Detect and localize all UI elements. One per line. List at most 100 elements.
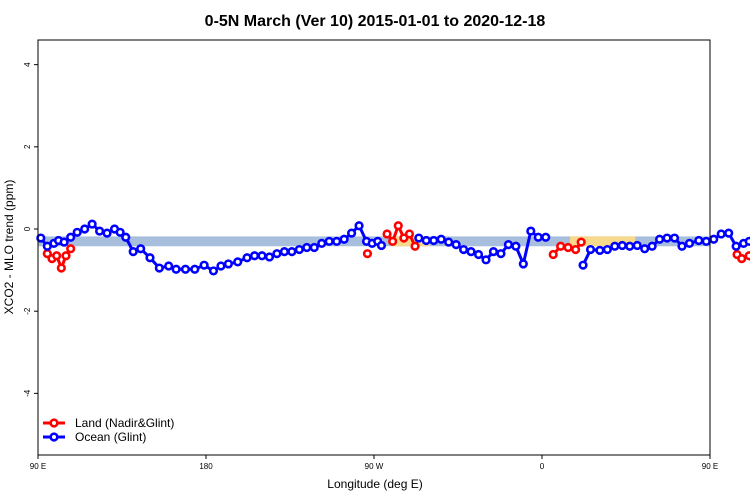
x-tick-label: 90 E (702, 462, 718, 471)
ocean-point (72, 227, 82, 237)
ocean-point (481, 255, 491, 265)
ocean-point (199, 260, 209, 270)
y-axis-label: XCO2 - MLO trend (ppm) (2, 180, 16, 315)
ocean-line-segment-1 (39, 222, 383, 273)
land-point (61, 251, 71, 261)
ocean-point (317, 238, 327, 248)
ocean-point (264, 252, 275, 262)
land-point (362, 249, 373, 259)
ocean-point (578, 260, 588, 270)
y-tick-label: -2 (23, 307, 32, 315)
ocean-point (503, 240, 514, 250)
ocean-point (257, 251, 267, 261)
ocean-point (414, 233, 424, 243)
ocean-point (511, 241, 521, 251)
ocean-point (677, 241, 687, 251)
ocean-point (640, 244, 650, 254)
ocean-point (154, 263, 164, 273)
ocean-point (662, 233, 672, 243)
axis-ticks: 90 E 180 90 W 0 90 E 4 2 0 -2 -4 (23, 62, 718, 471)
ocean-point (701, 236, 711, 246)
ocean-point (66, 232, 76, 242)
land-point (56, 263, 66, 273)
ocean-point (190, 264, 200, 274)
ocean-point (429, 235, 439, 246)
land-point (410, 241, 420, 251)
ocean-point (585, 244, 596, 255)
ocean-point (216, 261, 226, 271)
ocean-point (249, 251, 260, 261)
ocean-point (233, 257, 243, 267)
ocean-point (80, 224, 90, 234)
y-tick-label: 0 (23, 226, 32, 231)
ocean-point (595, 245, 605, 255)
ocean-point (533, 232, 543, 242)
ocean-point (451, 240, 461, 250)
ocean-point (496, 249, 506, 259)
ocean-point (272, 249, 282, 259)
land-point (744, 251, 750, 261)
land-point (66, 244, 76, 254)
ocean-point (59, 237, 69, 247)
ocean-point (354, 221, 364, 231)
ocean-point (94, 226, 105, 236)
ocean-point (654, 234, 665, 244)
ocean-point (87, 219, 97, 229)
ocean-point (339, 234, 349, 244)
ocean-point (647, 241, 657, 251)
ocean-point (518, 259, 528, 269)
land-point (382, 229, 392, 239)
land-point (570, 244, 581, 255)
ocean-point (128, 247, 138, 257)
ocean-point (223, 259, 233, 269)
land-point (52, 251, 62, 261)
land-point (576, 237, 586, 247)
ocean-point (466, 247, 476, 257)
land-point (556, 241, 566, 251)
series-layer (36, 219, 750, 276)
ocean-point (526, 226, 536, 236)
ocean-point (180, 264, 191, 274)
x-tick-label: 180 (199, 462, 213, 471)
land-legend-marker (49, 418, 59, 428)
ocean-point (115, 227, 125, 237)
land-point (388, 236, 398, 246)
ocean-point (444, 237, 454, 247)
ocean-point (376, 240, 387, 251)
land-point (404, 229, 415, 239)
ocean-point (610, 241, 620, 251)
ocean-point (744, 236, 750, 246)
ocean-point (602, 244, 612, 255)
ocean-point (709, 234, 719, 244)
land-point (393, 221, 403, 231)
ocean-point (436, 234, 446, 244)
ocean-point (145, 253, 155, 263)
y-tick-label: 2 (23, 144, 32, 149)
ocean-point (294, 244, 304, 255)
ocean-point (541, 232, 551, 242)
ocean-point (309, 242, 319, 253)
ocean-legend-marker (49, 432, 59, 442)
legend: Land (Nadir&Glint)Ocean (Glint) (43, 416, 174, 444)
ocean-point (121, 232, 131, 242)
ocean-point (136, 244, 146, 254)
ocean-point (332, 236, 342, 246)
ocean-series (36, 219, 750, 276)
ocean-point (731, 241, 741, 251)
ocean-point (459, 244, 469, 255)
ocean-point (302, 242, 312, 253)
x-axis-label: Longitude (deg E) (327, 477, 422, 491)
ocean-point (208, 266, 219, 276)
ocean-point (669, 233, 680, 243)
y-tick-label: 4 (23, 62, 32, 67)
ocean-point (324, 236, 334, 246)
land-legend-label: Land (Nadir&Glint) (75, 416, 174, 430)
y-tick-label: -4 (23, 389, 32, 397)
land-band-2 (570, 236, 636, 247)
land-point (563, 242, 573, 253)
land-point (737, 253, 747, 264)
ocean-point (279, 247, 290, 257)
ocean-point (684, 238, 695, 248)
ocean-point (724, 228, 734, 238)
